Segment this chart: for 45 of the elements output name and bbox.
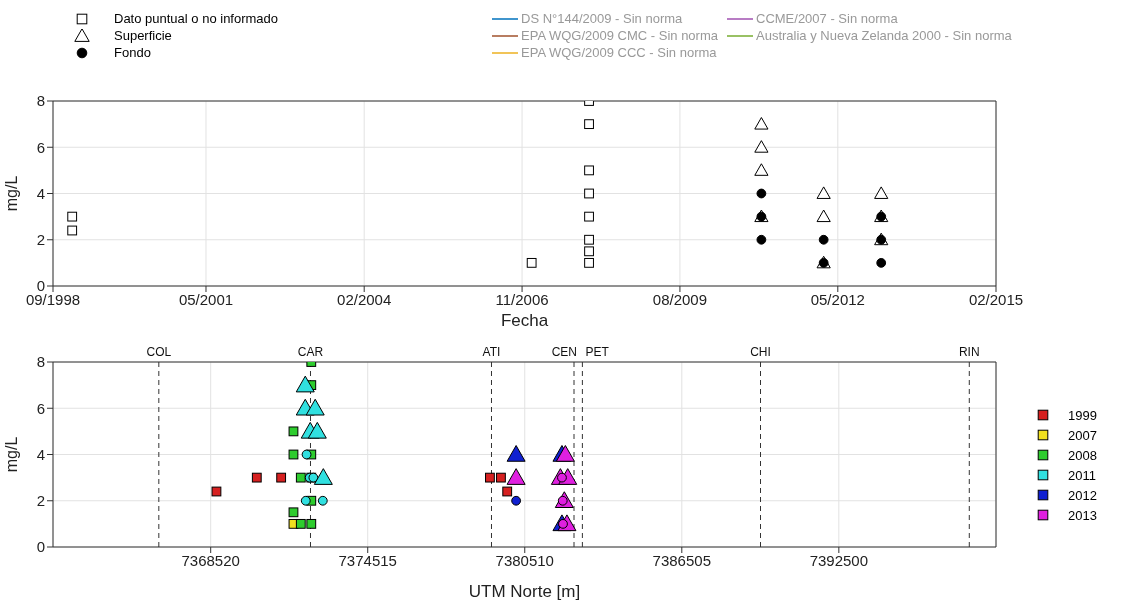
- x-tick-label: 08/2009: [652, 290, 708, 308]
- ref-line-label: PET: [585, 345, 610, 359]
- x-tick-label: 7392500: [809, 551, 869, 569]
- x-tick-label: 7386505: [652, 551, 711, 569]
- legend-label: CCME/2007 - Sin norma: [756, 11, 898, 26]
- x-axis-title: Fecha: [500, 311, 549, 330]
- y-tick-label: 8: [36, 92, 45, 110]
- x-tick-label: 05/2012: [810, 290, 865, 308]
- y-axis-title: mg/L: [2, 175, 20, 212]
- legend-label: 2012: [1068, 487, 1097, 503]
- y-tick-label: 2: [36, 492, 45, 510]
- ref-line-label: CAR: [297, 345, 324, 359]
- y-axis-title: mg/L: [2, 436, 20, 473]
- y-tick-label: 6: [36, 138, 45, 156]
- y-tick-label: 0: [36, 538, 45, 556]
- x-tick-label: 7368520: [181, 551, 240, 569]
- x-tick-label: 02/2015: [968, 290, 1024, 308]
- legend-label: EPA WQG/2009 CCC - Sin norma: [521, 45, 717, 60]
- legend-label: DS N°144/2009 - Sin norma: [521, 11, 683, 26]
- x-axis-title: UTM Norte [m]: [468, 582, 581, 601]
- y-tick-label: 2: [36, 231, 45, 249]
- x-tick-label: 02/2004: [337, 290, 392, 308]
- ref-line-label: CEN: [551, 345, 578, 359]
- ref-line-label: RIN: [958, 345, 980, 359]
- ref-line-label: CHI: [750, 345, 771, 359]
- legend-label: 2011: [1068, 467, 1096, 483]
- ref-line-label: COL: [146, 345, 172, 359]
- y-tick-label: 4: [36, 184, 45, 202]
- x-tick-label: 11/2006: [495, 290, 549, 308]
- legend-label: Australia y Nueva Zelanda 2000 - Sin norma: [756, 28, 1012, 43]
- y-tick-label: 6: [36, 399, 45, 417]
- x-tick-label: 7374515: [338, 551, 397, 569]
- legend-label: EPA WQG/2009 CMC - Sin norma: [521, 28, 718, 43]
- legend-label: 1999: [1068, 407, 1097, 423]
- y-tick-label: 8: [36, 353, 45, 371]
- legend-label: Dato puntual o no informado: [114, 11, 279, 26]
- ref-line-label: ATI: [482, 345, 501, 359]
- legend-label: 2007: [1068, 427, 1097, 443]
- legend-label: Fondo: [114, 45, 151, 60]
- x-tick-label: 7380510: [495, 551, 554, 569]
- y-tick-label: 4: [36, 445, 45, 463]
- legend-label: 2008: [1068, 447, 1097, 463]
- x-tick-label: 05/2001: [178, 290, 234, 308]
- legend-label: 2013: [1068, 507, 1097, 523]
- legend-label: Superficie: [114, 28, 172, 43]
